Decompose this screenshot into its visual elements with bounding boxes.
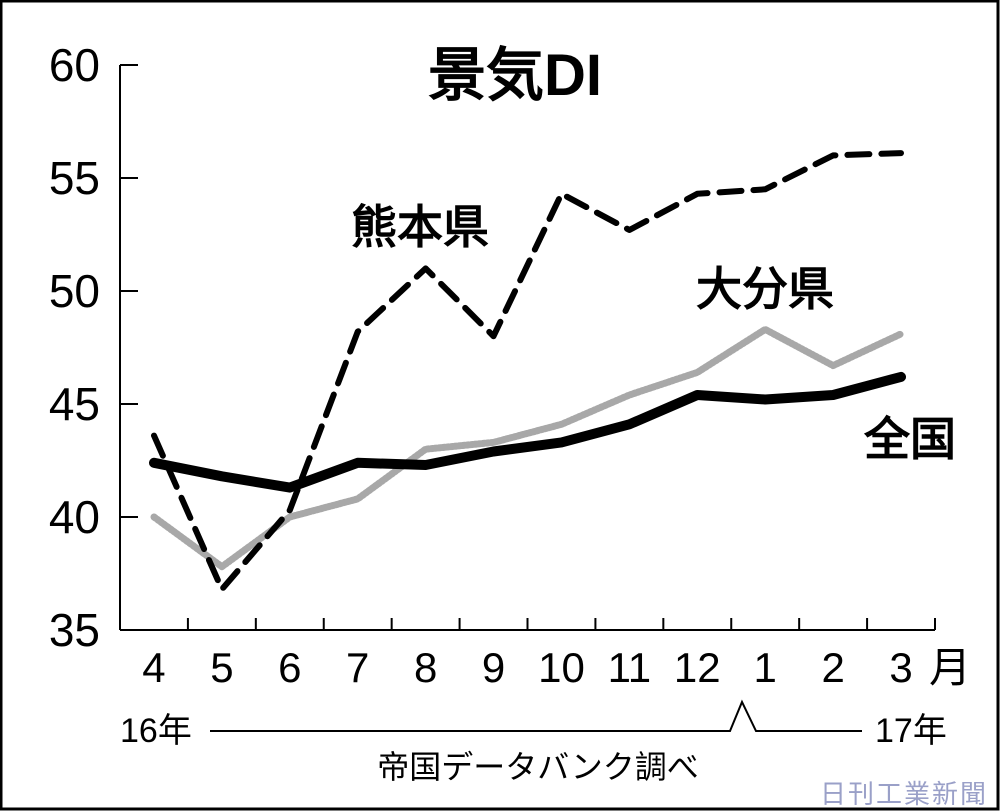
x-tick-label: 4 xyxy=(142,644,165,691)
y-tick-label: 50 xyxy=(49,265,100,317)
series-line xyxy=(151,150,904,593)
x-tick-label: 3 xyxy=(889,644,912,691)
series-layer xyxy=(149,150,906,593)
source-note: 帝国データバンク調べ xyxy=(377,749,699,785)
y-tick-label: 55 xyxy=(49,152,100,204)
y-tick-label: 45 xyxy=(49,378,100,430)
x-tick-label: 10 xyxy=(538,644,585,691)
x-tick-label: 5 xyxy=(210,644,233,691)
year-divider-line xyxy=(210,699,862,732)
x-tick-label: 1 xyxy=(754,644,777,691)
x-tick-label: 11 xyxy=(608,644,652,691)
watermark: 日刊工業新聞 xyxy=(820,779,988,809)
series-label: 大分県 xyxy=(696,263,834,315)
chart-title: 景気DI xyxy=(428,43,602,108)
y-tick-label: 35 xyxy=(49,604,100,656)
y-tick-label: 40 xyxy=(49,491,100,543)
series-label: 全国 xyxy=(863,413,956,465)
x-tick-label: 9 xyxy=(482,644,505,691)
x-tick-label: 2 xyxy=(821,644,844,691)
x-tick-label: 12 xyxy=(674,644,721,691)
x-tick-label: 7 xyxy=(346,644,369,691)
year-start-label: 16年 xyxy=(120,712,192,750)
x-tick-label: 8 xyxy=(414,644,437,691)
x-unit-label: 月 xyxy=(929,644,971,691)
x-tick-label: 6 xyxy=(278,644,301,691)
series-label: 熊本県 xyxy=(351,201,489,253)
series-line xyxy=(149,371,906,493)
y-tick-label: 60 xyxy=(49,39,100,91)
year-end-label: 17年 xyxy=(875,712,947,750)
